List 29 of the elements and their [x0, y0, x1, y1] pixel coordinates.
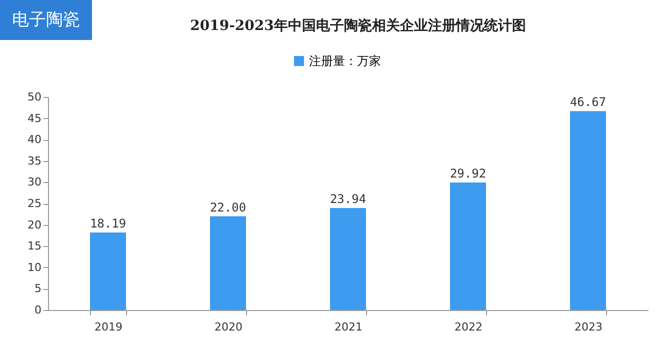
x-tick-label: 2022 — [454, 320, 482, 334]
bar — [450, 182, 486, 310]
y-tick-label: 15 — [28, 240, 42, 253]
legend-label: 注册量：万家 — [309, 54, 381, 68]
data-label: 22.00 — [210, 200, 246, 214]
y-tick-label: 30 — [28, 176, 42, 189]
text: 电子陶瓷 — [0, 0, 92, 40]
data-label: 23.94 — [330, 192, 366, 206]
chart-title: 2019-2023年中国电子陶瓷相关企业注册情况统计图 — [190, 17, 526, 34]
y-tick-label: 0 — [34, 304, 42, 316]
y-tick-label: 5 — [34, 282, 42, 296]
bar — [210, 216, 246, 310]
data-label: 18.19 — [90, 216, 126, 231]
y-tick-label: 45 — [28, 112, 42, 125]
y-tick-label: 10 — [28, 260, 42, 274]
y-tick-label: 35 — [28, 154, 42, 168]
y-tick-label: 40 — [28, 133, 42, 146]
data-label: 46.67 — [570, 95, 606, 110]
x-tick-label: 2023 — [574, 320, 602, 334]
y-tick-label: 50 — [28, 90, 42, 104]
x-tick-label: 2020 — [214, 320, 242, 334]
y-tick-label: 20 — [28, 218, 42, 232]
y-tick-label: 25 — [28, 197, 42, 210]
bar — [570, 111, 606, 310]
x-tick-label: 2019 — [94, 320, 122, 334]
bar — [90, 232, 126, 310]
x-tick-label: 2021 — [334, 320, 362, 334]
bar — [330, 208, 366, 310]
data-label: 29.92 — [450, 166, 486, 181]
